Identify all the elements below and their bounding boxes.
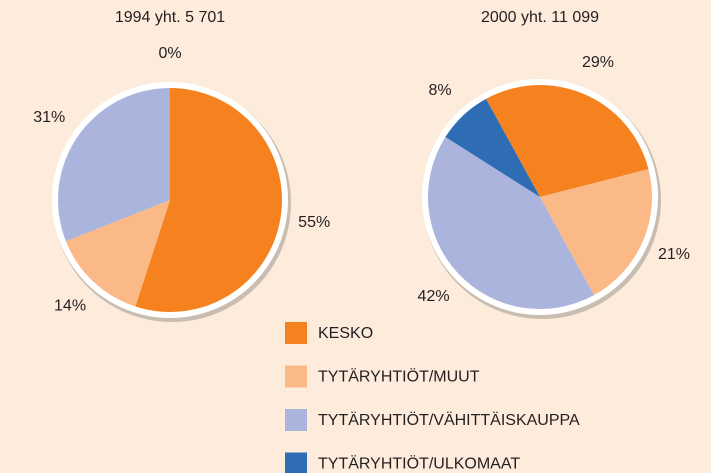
pie-slice (486, 85, 649, 197)
pie-slice (540, 169, 652, 296)
value-label: 8% (428, 82, 451, 99)
value-label: 14% (54, 298, 86, 315)
legend-label: TYTÄRYHTIÖT/MUUT (318, 368, 480, 386)
chart-title: 2000 yht. 11 099 (481, 9, 599, 26)
pie-slice (427, 136, 594, 310)
value-label: 29% (582, 54, 614, 71)
value-label: 55% (298, 214, 330, 231)
legend-swatch (285, 452, 307, 473)
chart-title: 1994 yht. 5 701 (115, 9, 225, 26)
legend-label: TYTÄRYHTIÖT/VÄHITTÄISKAUPPA (318, 411, 580, 429)
legend-swatch (285, 322, 307, 344)
value-label: 42% (418, 288, 450, 305)
pie-slice (445, 98, 540, 197)
pie-slice (135, 88, 282, 313)
value-label: 0% (158, 45, 181, 62)
legend-swatch (285, 409, 307, 431)
legend-label: KESKO (318, 325, 373, 342)
legend-swatch (285, 365, 307, 388)
value-label: 21% (658, 246, 690, 263)
pie-slice (65, 200, 170, 307)
legend-label: TYTÄRYHTIÖT/ULKOMAAT (318, 455, 520, 473)
value-label: 31% (33, 109, 65, 126)
pie-slice (58, 88, 171, 242)
